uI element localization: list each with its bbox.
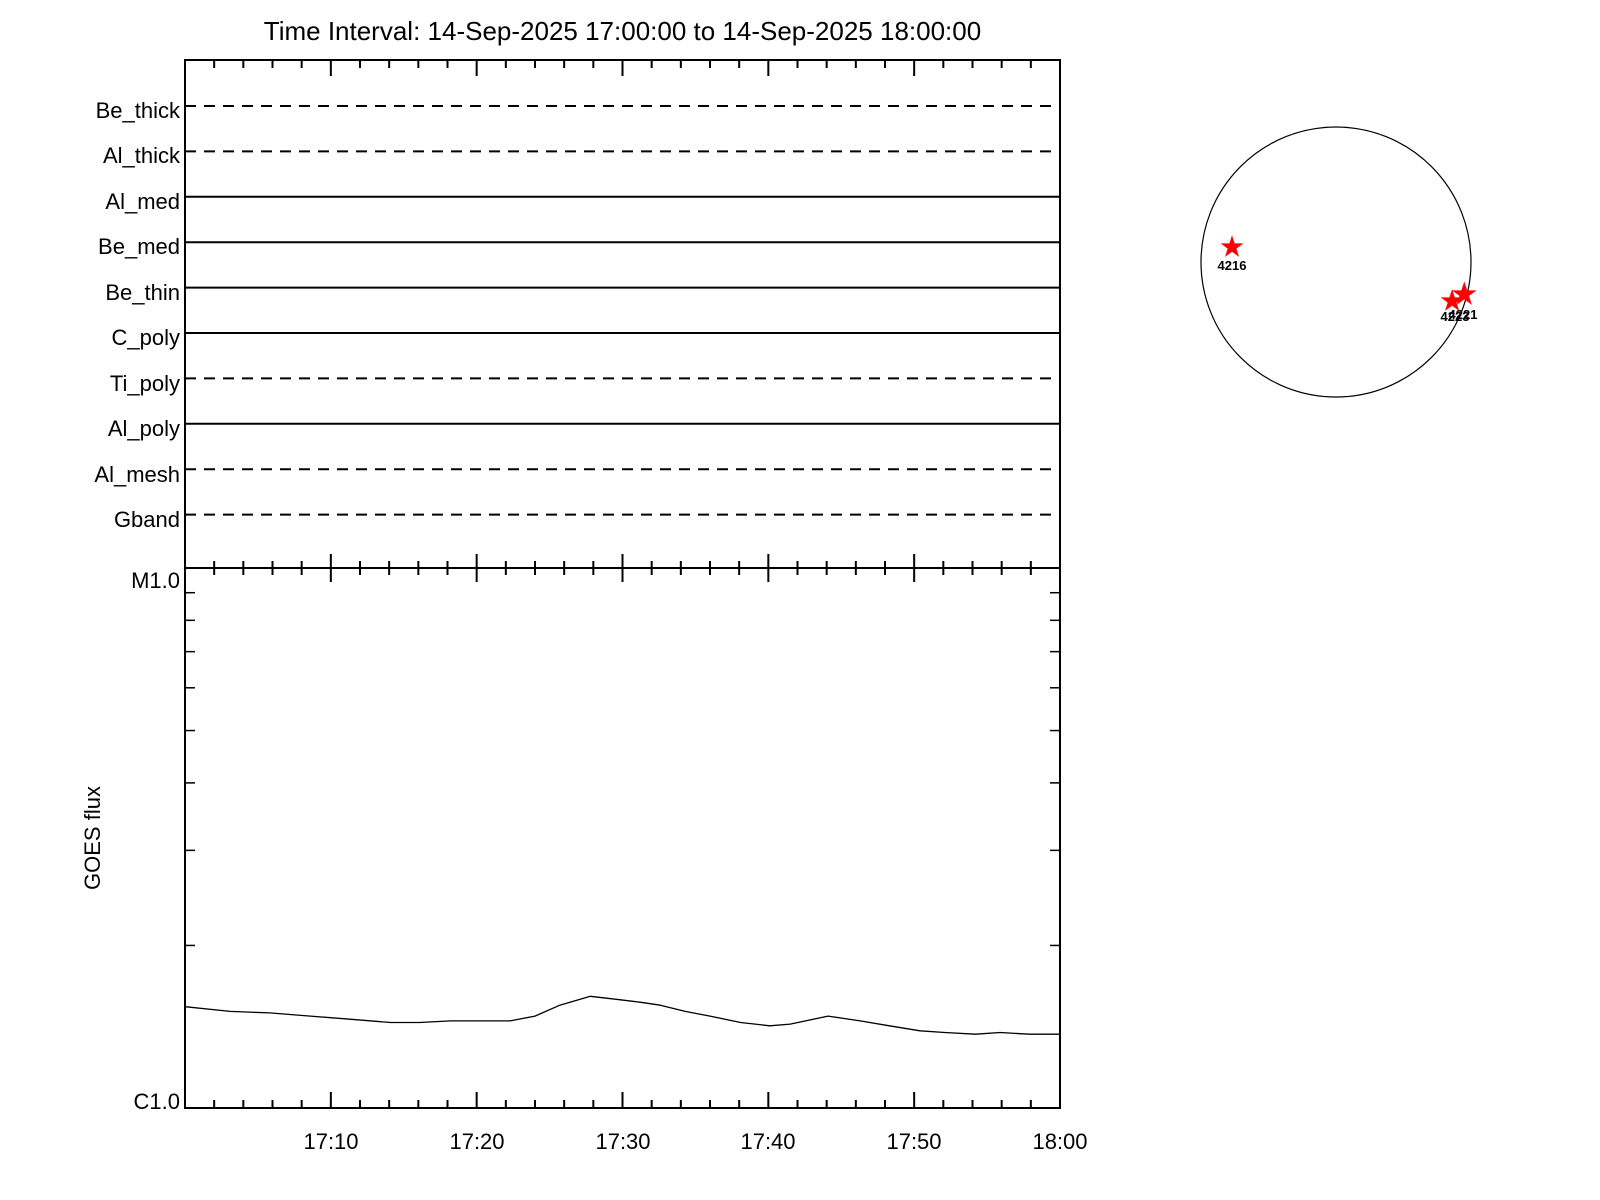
- filter-label-al-poly: Al_poly: [107, 416, 180, 441]
- xtick-label-1720: 17:20: [449, 1129, 505, 1154]
- goes-ymax-label: M1.0: [131, 568, 180, 593]
- solar-disk-circle: [1200, 126, 1472, 398]
- goes-flux-curve: [184, 995, 1060, 1035]
- xtick-label-1750: 17:50: [886, 1129, 942, 1154]
- goes-y-axis-title: GOES flux: [80, 786, 105, 890]
- filter-label-al-thick: Al_thick: [102, 143, 180, 168]
- goes-panel-frame: [184, 567, 1061, 1109]
- ar-star-4216: [1220, 235, 1244, 257]
- filter-label-ti-poly: Ti_poly: [109, 371, 180, 396]
- ar-label-4221: 4221: [1448, 307, 1478, 322]
- filter-label-al-mesh: Al_mesh: [94, 462, 180, 487]
- filter-label-be-thin: Be_thin: [105, 280, 180, 305]
- filter-label-al-med: Al_med: [105, 189, 180, 214]
- filter-panel-frame: [184, 59, 1061, 569]
- ar-star-4223: [1440, 289, 1464, 311]
- xtick-label-1710: 17:10: [303, 1129, 359, 1154]
- filter-label-be-med: Be_med: [98, 234, 180, 259]
- ar-label-4216: 4216: [1217, 258, 1247, 273]
- xtick-label-1740: 17:40: [740, 1129, 796, 1154]
- ar-label-4223: 4223: [1440, 309, 1470, 324]
- xtick-label-1800: 18:00: [1032, 1129, 1088, 1154]
- filter-label-c-poly: C_poly: [111, 325, 180, 350]
- plot-title: Time Interval: 14-Sep-2025 17:00:00 to 1…: [263, 16, 982, 46]
- ar-star-4221: [1451, 281, 1477, 305]
- goes-ymin-label: C1.0: [133, 1089, 180, 1114]
- filter-label-gband: Gband: [113, 507, 180, 532]
- filter-label-be-thick: Be_thick: [95, 98, 180, 123]
- xtick-label-1730: 17:30: [595, 1129, 651, 1154]
